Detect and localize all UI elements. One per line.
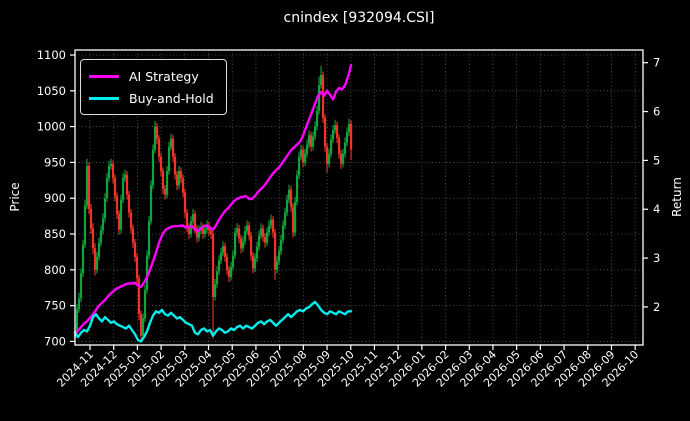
legend-item-ai-strategy: AI Strategy bbox=[89, 65, 214, 87]
return-tick-label: 4 bbox=[653, 202, 660, 216]
buy-and-hold-line bbox=[73, 300, 353, 343]
price-tick-label: 700 bbox=[44, 334, 66, 348]
ai-strategy-line-swatch bbox=[89, 74, 119, 78]
return-tick-label: 3 bbox=[653, 251, 660, 265]
price-tick-label: 950 bbox=[44, 155, 66, 169]
price-tick-label: 1000 bbox=[37, 120, 66, 134]
plot-border bbox=[74, 49, 644, 346]
buy-and-hold-line-swatch bbox=[89, 96, 119, 100]
legend: AI Strategy Buy-and-Hold bbox=[80, 59, 227, 115]
price-tick-label: 850 bbox=[44, 227, 66, 241]
chart-title: cnindex [932094.CSI] bbox=[283, 10, 435, 26]
ai-strategy-line bbox=[73, 63, 353, 336]
price-axis-label: Price bbox=[8, 182, 22, 212]
return-tick-label: 6 bbox=[653, 105, 660, 119]
return-tick-label: 2 bbox=[653, 300, 660, 314]
legend-label: Buy-and-Hold bbox=[129, 90, 214, 106]
price-tick-label: 750 bbox=[44, 299, 66, 313]
return-tick-label: 7 bbox=[653, 56, 660, 70]
return-axis-label: Return bbox=[670, 177, 684, 217]
legend-item-buy-and-hold: Buy-and-Hold bbox=[89, 87, 214, 109]
price-tick-label: 900 bbox=[44, 191, 66, 205]
price-tick-label: 1050 bbox=[37, 84, 66, 98]
price-tick-label: 800 bbox=[44, 263, 66, 277]
return-tick-label: 5 bbox=[653, 153, 660, 167]
legend-label: AI Strategy bbox=[129, 68, 199, 84]
price-tick-label: 1100 bbox=[37, 48, 66, 62]
